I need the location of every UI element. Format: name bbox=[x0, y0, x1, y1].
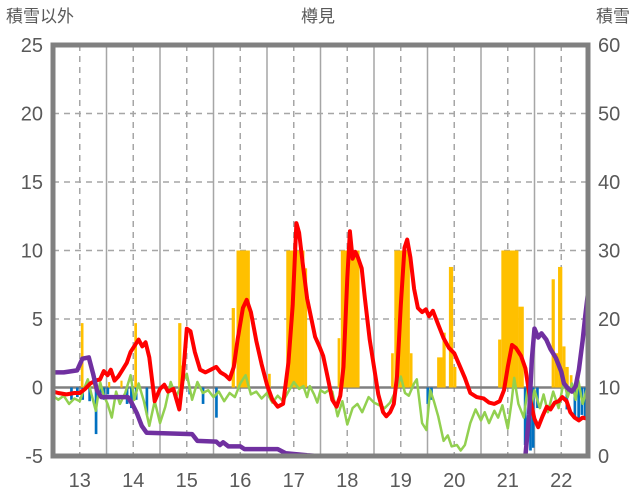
svg-text:0: 0 bbox=[32, 378, 43, 400]
svg-text:50: 50 bbox=[598, 104, 620, 126]
left-axis-title: 積雪以外 bbox=[6, 7, 74, 26]
svg-text:18: 18 bbox=[336, 470, 358, 492]
svg-text:20: 20 bbox=[598, 309, 620, 331]
svg-text:13: 13 bbox=[69, 470, 91, 492]
right-axis-title: 積雪 bbox=[596, 7, 630, 26]
svg-text:-5: -5 bbox=[25, 446, 43, 468]
svg-text:60: 60 bbox=[598, 35, 620, 57]
svg-text:5: 5 bbox=[32, 309, 43, 331]
svg-text:21: 21 bbox=[497, 470, 519, 492]
svg-text:20: 20 bbox=[443, 470, 465, 492]
svg-text:20: 20 bbox=[21, 104, 43, 126]
svg-text:22: 22 bbox=[550, 470, 572, 492]
svg-text:25: 25 bbox=[21, 35, 43, 57]
svg-text:16: 16 bbox=[229, 470, 251, 492]
svg-text:19: 19 bbox=[390, 470, 412, 492]
svg-text:10: 10 bbox=[598, 378, 620, 400]
svg-text:17: 17 bbox=[283, 470, 305, 492]
svg-text:40: 40 bbox=[598, 172, 620, 194]
svg-text:15: 15 bbox=[176, 470, 198, 492]
svg-text:14: 14 bbox=[122, 470, 144, 492]
chart-title: 樽見 bbox=[301, 7, 335, 26]
svg-text:0: 0 bbox=[598, 446, 609, 468]
svg-text:15: 15 bbox=[21, 172, 43, 194]
chart-header: 積雪以外 樽見 積雪 bbox=[0, 6, 636, 32]
svg-text:30: 30 bbox=[598, 241, 620, 263]
svg-text:10: 10 bbox=[21, 241, 43, 263]
